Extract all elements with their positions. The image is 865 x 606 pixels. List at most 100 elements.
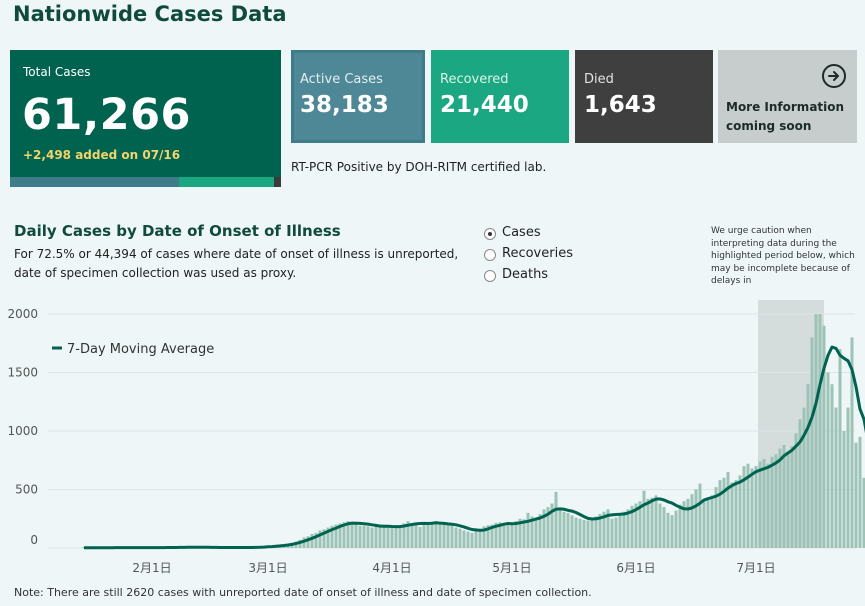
bar	[386, 527, 390, 548]
bar	[678, 504, 682, 548]
radio-cases-button[interactable]	[484, 228, 496, 240]
bar	[406, 521, 410, 548]
bar	[862, 477, 865, 548]
x-tick-label: 7月1日	[736, 561, 775, 575]
bar	[310, 533, 314, 548]
bar	[662, 507, 666, 548]
bar	[418, 526, 422, 548]
bar	[722, 477, 726, 548]
active-cases-card: Active Cases 38,183	[291, 50, 425, 143]
bar	[586, 520, 590, 548]
bar	[546, 507, 550, 548]
bar	[566, 512, 570, 548]
bar	[378, 526, 382, 548]
bar	[630, 505, 634, 548]
arrow-right-circle-icon[interactable]	[822, 64, 846, 88]
bar	[690, 494, 694, 548]
bar	[342, 522, 346, 548]
bar	[486, 525, 490, 548]
bar	[462, 530, 466, 548]
bar	[482, 526, 486, 548]
bar	[526, 512, 530, 548]
bar	[798, 419, 802, 548]
radio-deaths-button[interactable]	[484, 270, 496, 282]
bar	[594, 516, 598, 548]
total-cases-card: Total Cases 61,266 +2,498 added on 07/16	[10, 50, 281, 187]
bar	[666, 512, 670, 548]
bar	[338, 523, 342, 548]
y-tick-label: 500	[15, 483, 38, 497]
bar	[438, 524, 442, 548]
bar	[398, 526, 402, 548]
bar	[478, 530, 482, 548]
bar	[530, 516, 534, 548]
bar	[806, 384, 810, 548]
bar	[598, 514, 602, 548]
radio-cases-label[interactable]: Cases	[502, 225, 541, 240]
bar	[698, 483, 702, 548]
bar	[470, 532, 474, 548]
bar	[422, 525, 426, 548]
case-breakdown-bar	[10, 177, 281, 187]
caution-note: We urge caution when interpreting data d…	[711, 226, 855, 286]
bar	[794, 433, 798, 548]
bar	[350, 522, 354, 548]
radio-recoveries-label[interactable]: Recoveries	[502, 246, 573, 261]
bar	[454, 527, 458, 548]
bar	[766, 463, 770, 548]
radio-deaths-label[interactable]: Deaths	[502, 267, 549, 282]
bar	[750, 468, 754, 548]
bar	[854, 442, 858, 548]
bar	[742, 466, 746, 548]
more-information-line2: coming soon	[726, 119, 812, 133]
y-tick-label: 2000	[7, 307, 38, 321]
bar	[558, 510, 562, 548]
bar	[582, 519, 586, 548]
bar	[810, 337, 814, 548]
bar	[458, 528, 462, 548]
bar	[346, 521, 350, 548]
bar	[670, 515, 674, 548]
x-tick-label: 3月1日	[248, 561, 287, 575]
bar	[654, 495, 658, 548]
bar	[618, 512, 622, 548]
more-information-line1: More Information	[726, 100, 845, 114]
more-information-card[interactable]: More Information coming soon	[718, 50, 857, 143]
radio-recoveries-button[interactable]	[484, 249, 496, 261]
moving-average-line	[84, 345, 865, 550]
active-segment	[10, 177, 179, 187]
bar	[602, 511, 606, 548]
bar	[314, 532, 318, 548]
bar	[754, 466, 758, 548]
y-tick-label: 1500	[7, 366, 38, 380]
recovered-segment	[178, 177, 274, 187]
bar	[850, 337, 854, 548]
bar	[814, 314, 818, 548]
bar	[706, 497, 710, 548]
bar	[570, 515, 574, 548]
bar	[370, 527, 374, 548]
recovered-label: Recovered	[440, 72, 509, 87]
bar	[642, 490, 646, 548]
active-cases-value: 38,183	[300, 92, 389, 118]
bar	[770, 456, 774, 548]
bar	[714, 487, 718, 548]
x-tick-label: 6月1日	[616, 561, 655, 575]
bar	[726, 471, 730, 548]
bar	[718, 480, 722, 548]
bar	[506, 525, 510, 548]
bar	[574, 517, 578, 548]
bar	[318, 530, 322, 548]
recovered-value: 21,440	[440, 92, 529, 118]
bar	[510, 523, 514, 548]
bar	[734, 480, 738, 548]
bar	[474, 528, 478, 548]
bar	[590, 518, 594, 548]
recovered-card: Recovered 21,440	[431, 50, 569, 143]
chart-subtitle: For 72.5% or 44,394 of cases where date …	[14, 247, 459, 280]
bar	[694, 489, 698, 548]
bar	[514, 521, 518, 548]
bar	[562, 511, 566, 548]
bar	[758, 461, 762, 548]
died-card: Died 1,643	[575, 50, 713, 143]
